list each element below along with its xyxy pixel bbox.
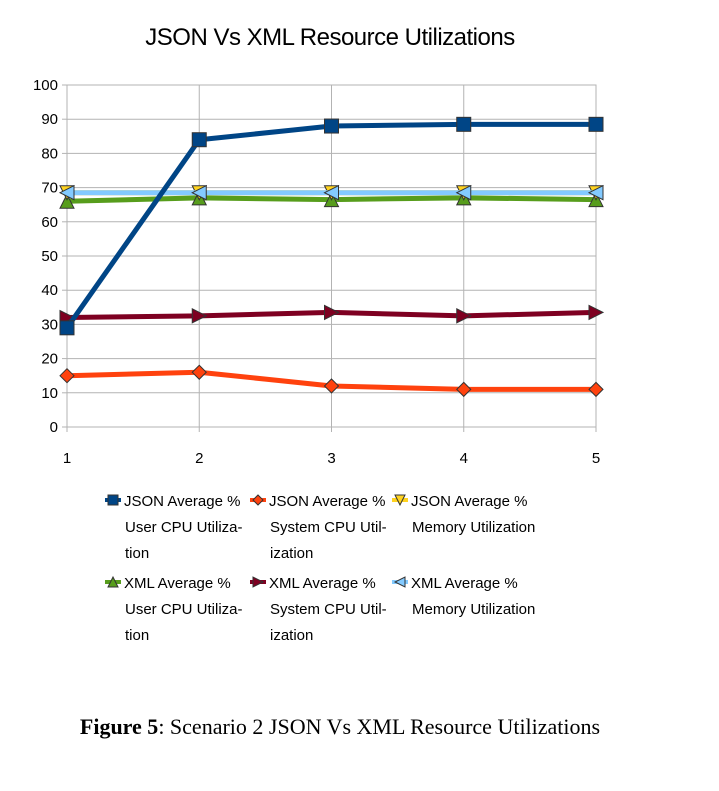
- series-6: [58, 184, 604, 201]
- data-point: [588, 381, 604, 398]
- legend-marker: [107, 494, 119, 506]
- y-tick-label: 100: [33, 77, 58, 94]
- data-point: [456, 116, 472, 132]
- series-5: [59, 304, 605, 326]
- legend-item: XML Average % User CPU Utiliza-tion: [105, 575, 243, 644]
- data-point: [455, 184, 472, 201]
- legend-marker: [252, 494, 264, 506]
- y-tick-label: 30: [41, 316, 58, 333]
- legend-label: System CPU Util-: [270, 601, 387, 618]
- y-tick-label: 20: [41, 351, 58, 368]
- legend-item: JSON Average % User CPU Utiliza-tion: [105, 493, 243, 562]
- line-chart: 0 10 20 30 40 50 60 70 80 90 100 1 2 3 4 5 JSON Average…: [33, 77, 605, 644]
- legend-item: XML Average % System CPU Util-ization: [250, 575, 387, 644]
- x-tick-label: 5: [592, 450, 600, 467]
- data-point: [59, 320, 75, 336]
- legend-label: XML Average %: [269, 575, 376, 592]
- legend-label: XML Average %: [411, 575, 518, 592]
- plot-frame: [66, 84, 597, 428]
- figure-label: Figure 5: [79, 714, 159, 739]
- data-point: [191, 184, 207, 201]
- legend-marker: [252, 576, 265, 588]
- legend-item: JSON Average % System CPU Util-ization: [250, 493, 387, 562]
- y-tick-label: 80: [41, 145, 58, 162]
- x-tick-label: 4: [460, 450, 468, 467]
- legend-label: ization: [270, 627, 313, 644]
- y-tick-label: 90: [41, 111, 58, 128]
- legend: JSON Average %User CPU Utiliza-tionJSON …: [105, 493, 535, 644]
- legend-label: ization: [270, 545, 313, 562]
- legend-marker: [107, 575, 119, 588]
- chart-title: JSON Vs XML Resource Utilizations: [145, 24, 515, 51]
- legend-label: Memory Utilization: [412, 519, 535, 536]
- legend-label: User CPU Utiliza-: [125, 519, 243, 536]
- legend-label: tion: [125, 545, 149, 562]
- data-point: [588, 304, 605, 321]
- data-point: [191, 132, 207, 148]
- data-point: [324, 118, 339, 134]
- data-point: [456, 381, 472, 398]
- legend-label: JSON Average %: [124, 493, 240, 510]
- legend-label: XML Average %: [124, 575, 231, 592]
- legend-label: JSON Average %: [411, 493, 527, 510]
- y-tick-label: 40: [41, 282, 58, 299]
- legend-label: System CPU Util-: [270, 519, 387, 536]
- y-tick-label: 50: [41, 248, 58, 265]
- legend-label: User CPU Utiliza-: [125, 601, 243, 618]
- y-tick-label: 60: [41, 214, 58, 231]
- data-point: [324, 304, 340, 321]
- legend-item: XML Average % Memory Utilization: [392, 575, 535, 618]
- data-point: [191, 364, 207, 380]
- series-1: [59, 116, 604, 336]
- legend-item: JSON Average % Memory Utilization: [392, 493, 535, 536]
- legend-label: Memory Utilization: [412, 601, 535, 618]
- x-tick-label: 3: [327, 450, 335, 467]
- data-point: [323, 184, 339, 201]
- y-tick-label: 0: [50, 419, 58, 436]
- data-point: [588, 116, 604, 132]
- data-point: [191, 308, 208, 324]
- legend-label: JSON Average %: [269, 493, 385, 510]
- data-point: [59, 193, 75, 209]
- y-tick-label: 70: [41, 180, 58, 197]
- series-layer: [58, 116, 605, 398]
- axes: 0 10 20 30 40 50 60 70 80 90 100 1 2 3 4 5: [33, 77, 600, 467]
- x-tick-label: 1: [63, 450, 71, 467]
- y-tick-label: 10: [41, 385, 58, 402]
- data-point: [587, 184, 604, 201]
- legend-label: tion: [125, 627, 149, 644]
- figure-caption: Figure 5: Scenario 2 JSON Vs XML Resourc…: [40, 712, 640, 742]
- series-2: [59, 364, 604, 398]
- data-point: [59, 367, 75, 384]
- x-tick-label: 2: [195, 450, 203, 467]
- data-point: [58, 184, 75, 201]
- legend-marker: [393, 576, 406, 588]
- data-point: [323, 378, 340, 394]
- figure-caption-text: : Scenario 2 JSON Vs XML Resource Utiliz…: [158, 714, 601, 739]
- data-point: [456, 308, 472, 324]
- legend-marker: [394, 494, 406, 507]
